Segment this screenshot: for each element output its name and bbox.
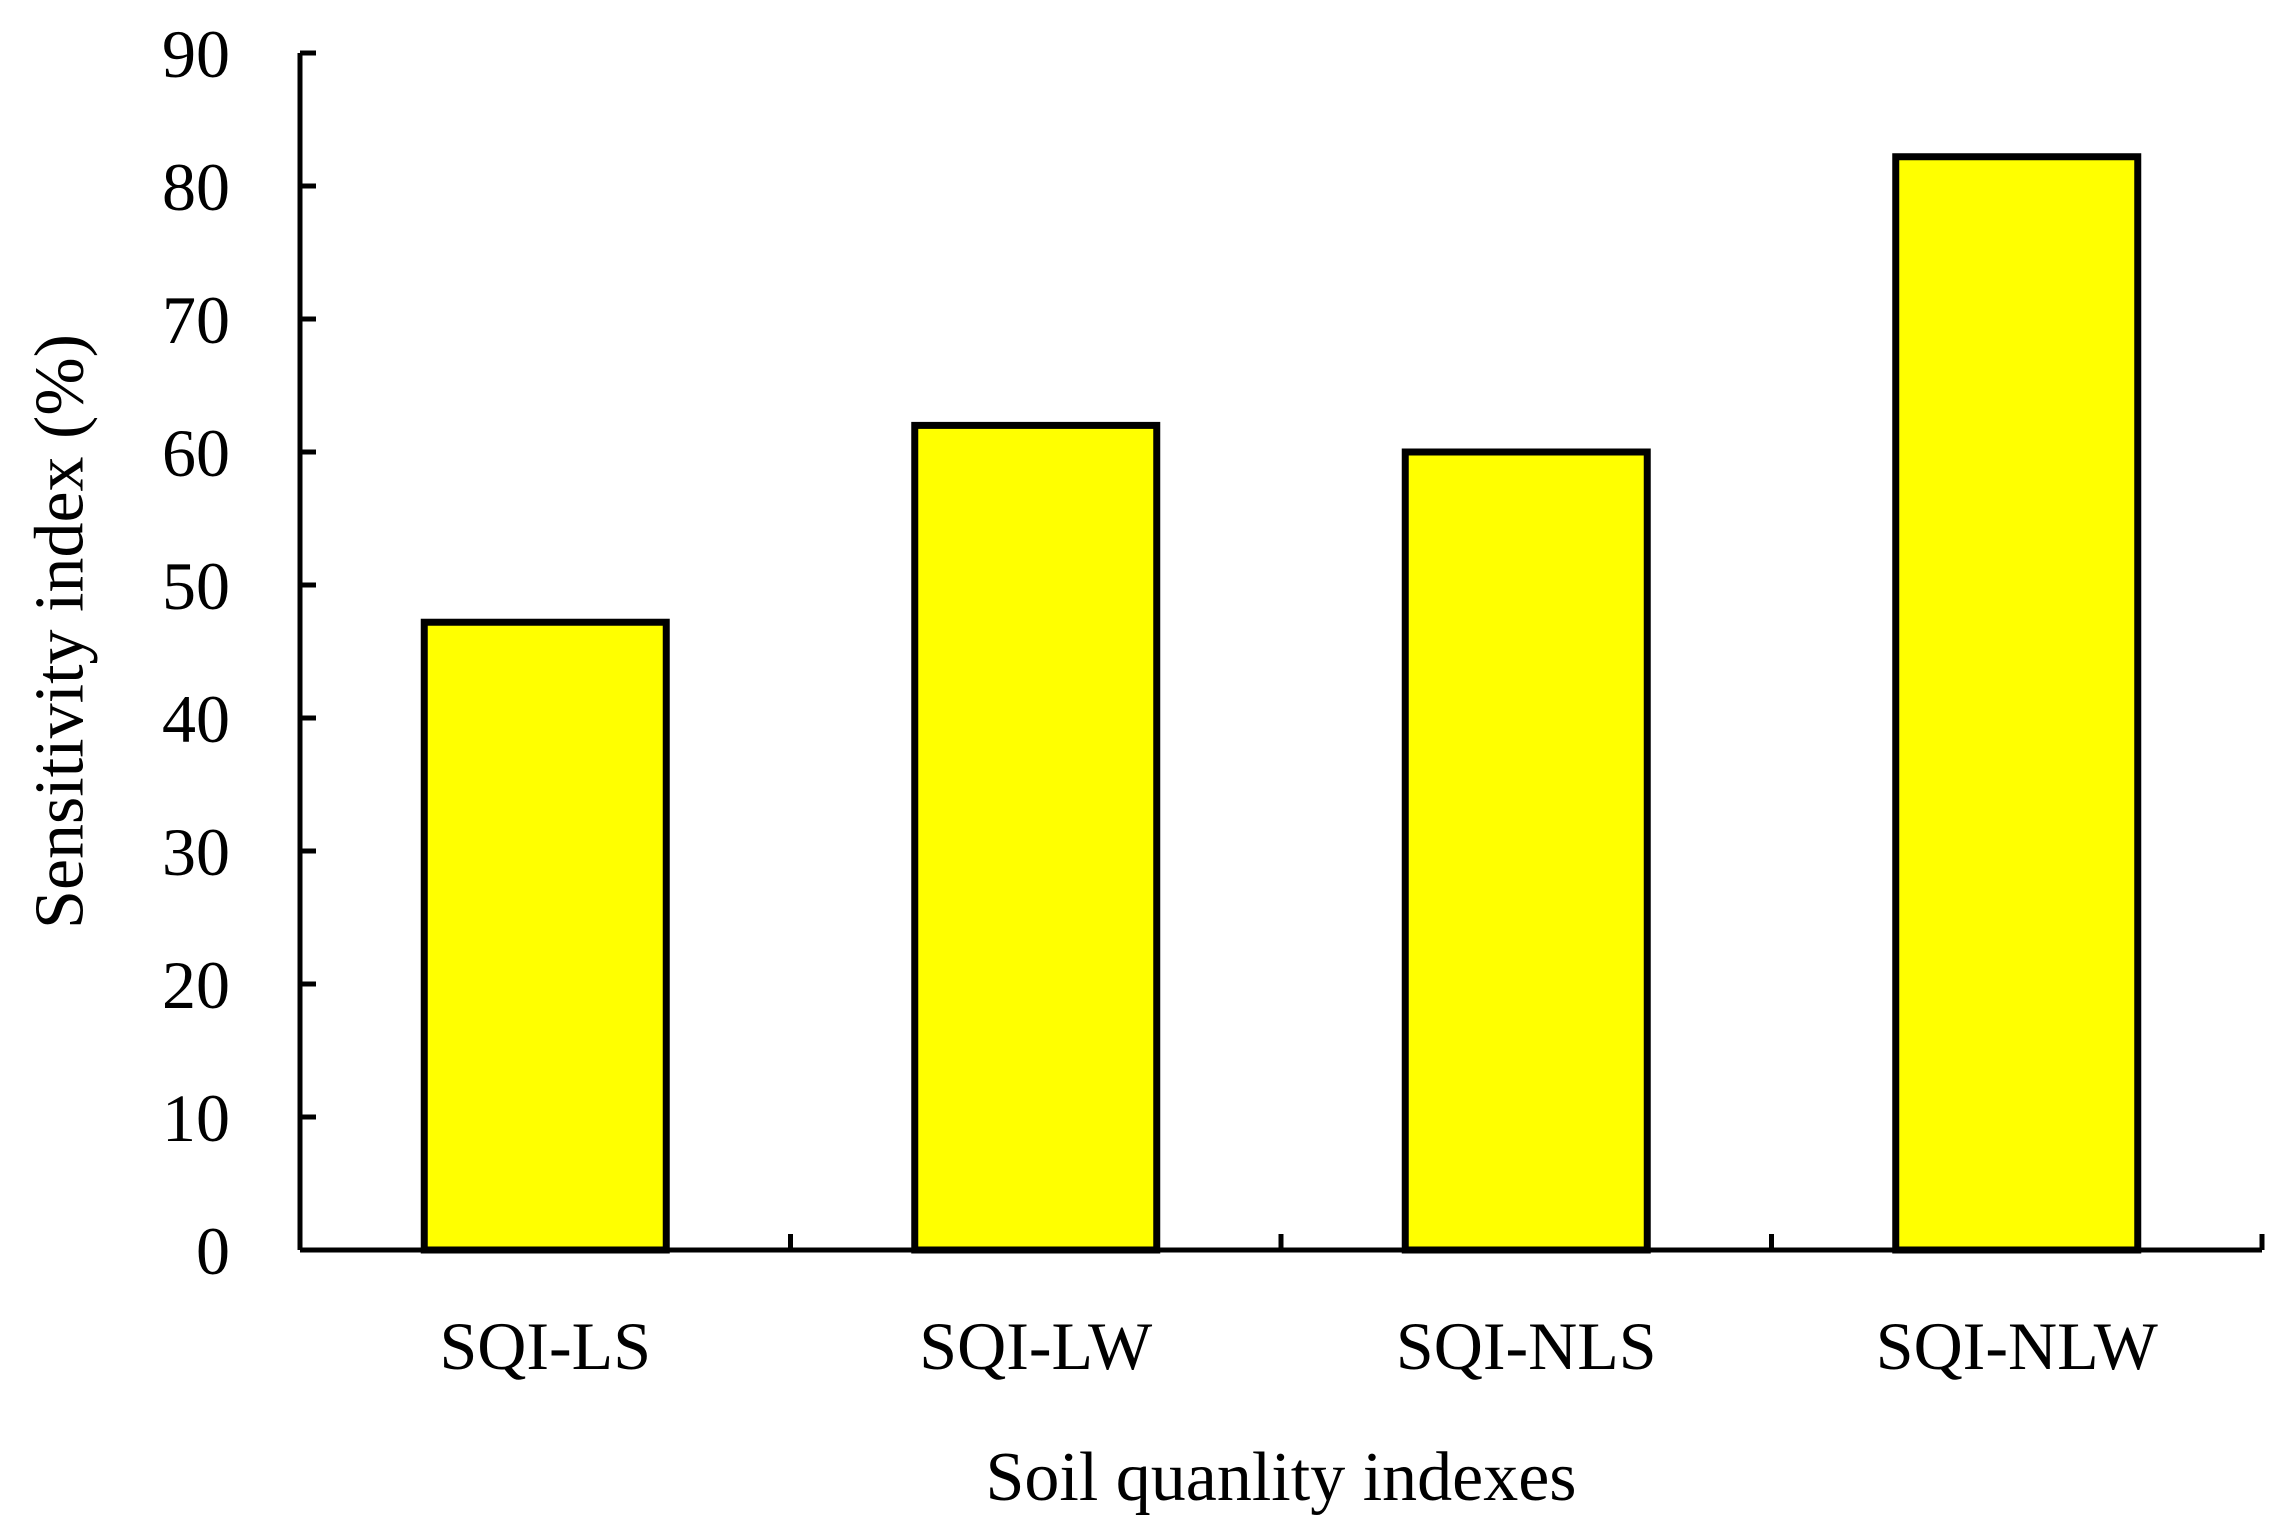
y-tick-label-30: 30	[162, 814, 230, 890]
y-axis-title: Sensitivity index (%)	[22, 334, 99, 929]
x-category-label-sqi-nlw: SQI-NLW	[1876, 1308, 2159, 1384]
y-tick-label-70: 70	[162, 282, 230, 358]
bar-sqi-lw	[911, 421, 1161, 1254]
x-category-label-sqi-nls: SQI-NLS	[1396, 1308, 1657, 1384]
y-tick-label-20: 20	[162, 947, 230, 1023]
bar-sqi-nlw	[1892, 153, 2142, 1254]
x-category-label-sqi-ls: SQI-LS	[439, 1308, 651, 1384]
bars-group	[420, 153, 2142, 1254]
bar-sqi-ls	[420, 618, 670, 1254]
bar-sqi-nls	[1401, 448, 1651, 1254]
y-tick-label-50: 50	[162, 548, 230, 624]
y-ticks-group: 0 10 20 30 40 50 60 70 80 90	[162, 16, 316, 1289]
x-ticks-group: SQI-LS SQI-LW SQI-NLS SQI-NLW	[297, 1234, 2265, 1384]
y-tick-label-90: 90	[162, 16, 230, 92]
y-tick-label-40: 40	[162, 681, 230, 757]
y-tick-label-10: 10	[162, 1080, 230, 1156]
y-tick-label-0: 0	[196, 1213, 230, 1289]
y-tick-label-60: 60	[162, 415, 230, 491]
y-tick-label-80: 80	[162, 149, 230, 225]
x-axis-title: Soil quanlity indexes	[985, 1439, 1576, 1516]
x-category-label-sqi-lw: SQI-LW	[919, 1308, 1153, 1384]
